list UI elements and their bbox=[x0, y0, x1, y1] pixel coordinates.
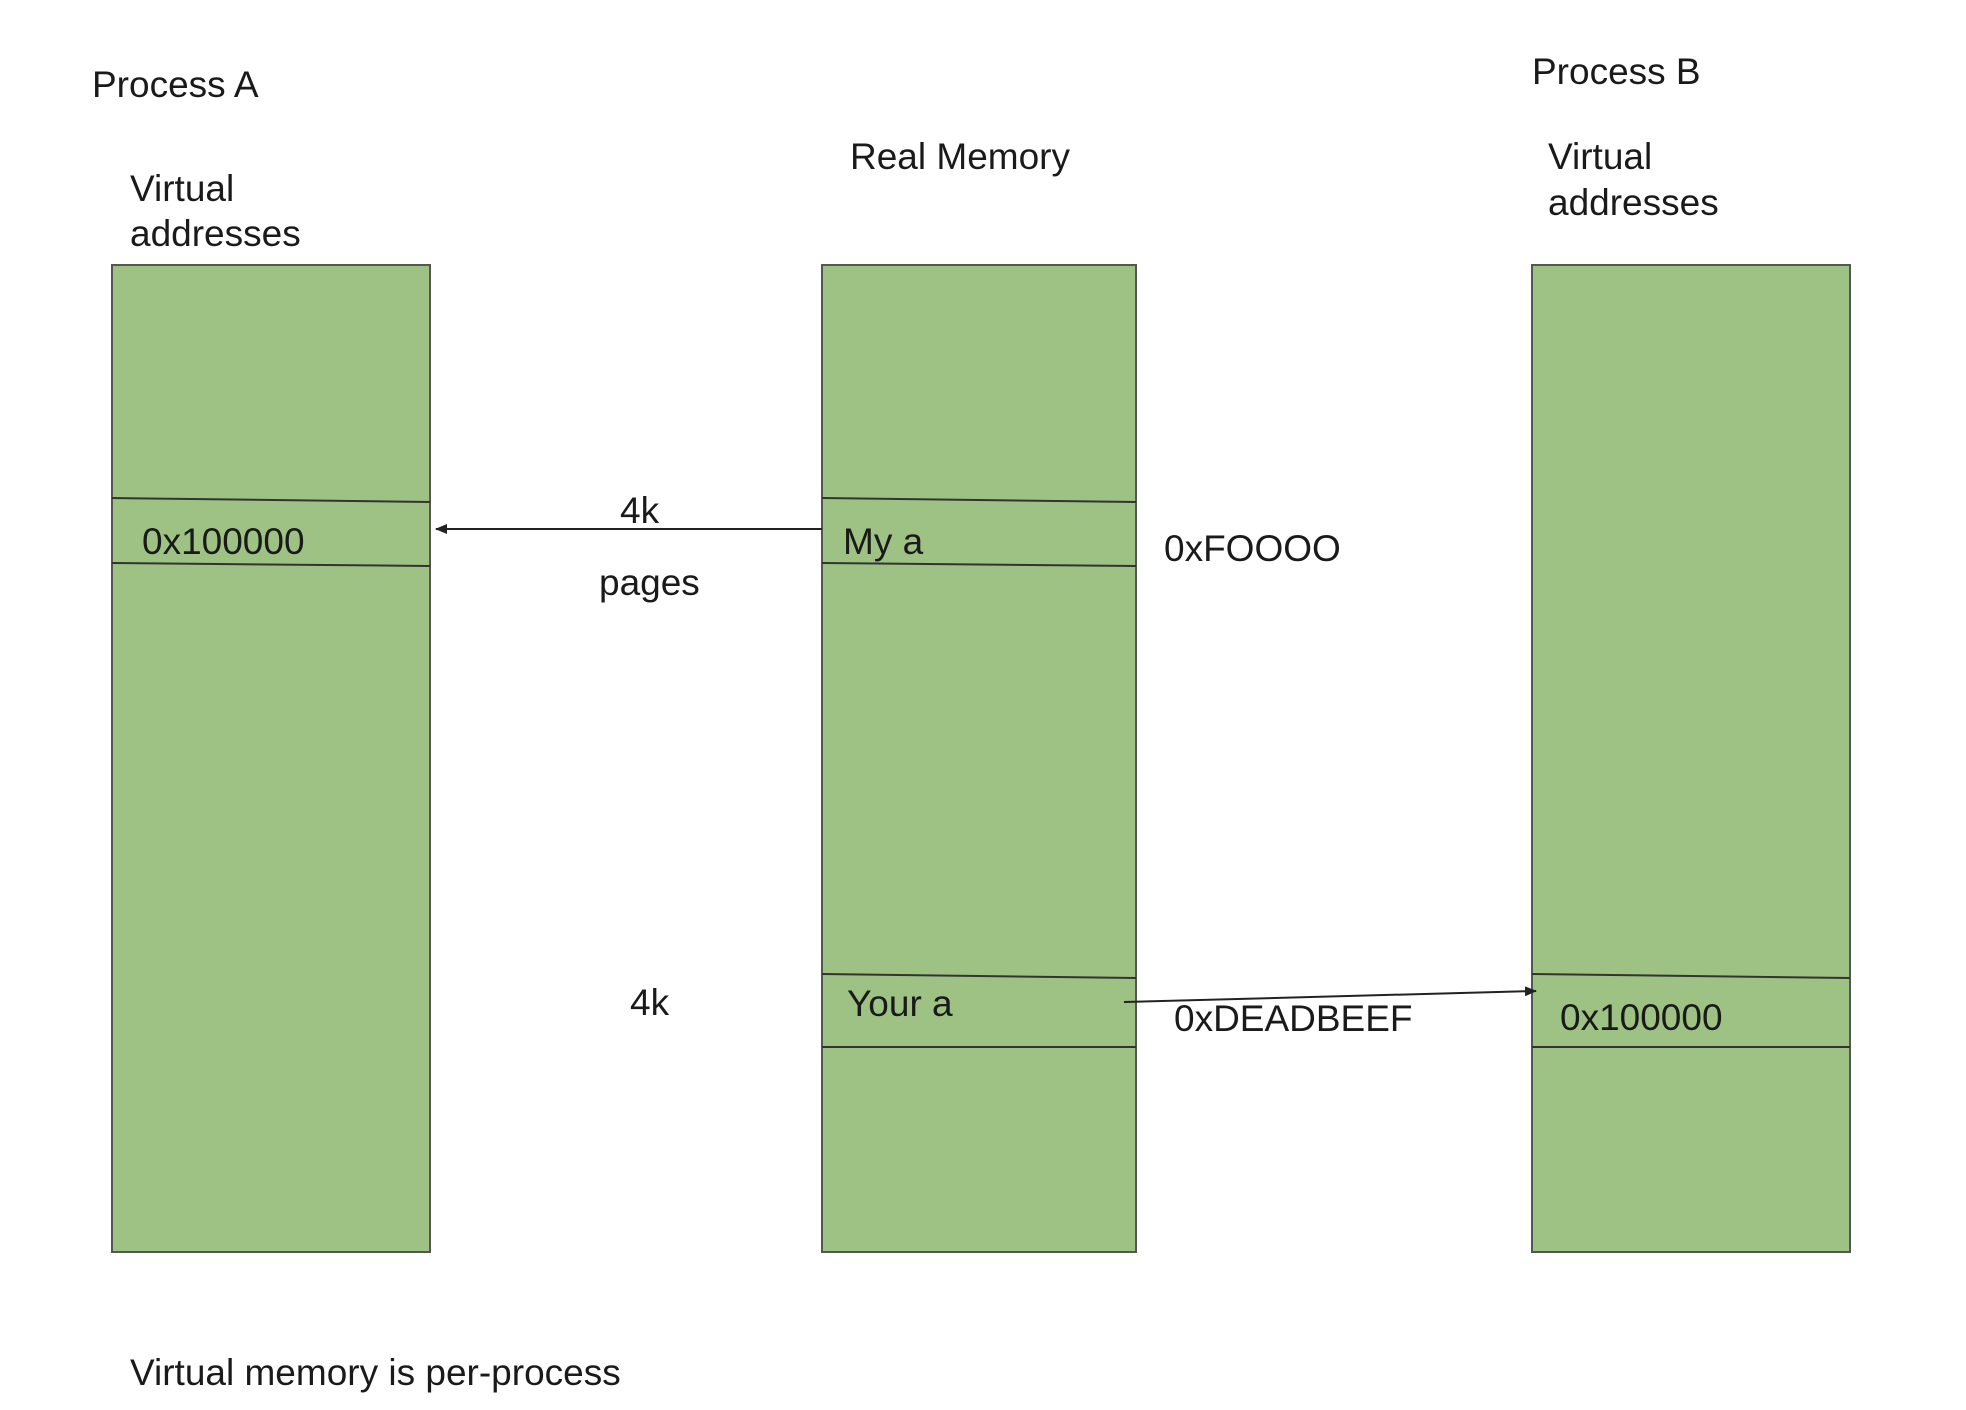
real-memory-page-2-top-line bbox=[821, 973, 1137, 979]
real-memory-page-1-bottom-line bbox=[821, 562, 1137, 567]
process-b-virtual-memory-block bbox=[1531, 264, 1851, 1253]
real-memory-title: Real Memory bbox=[850, 136, 1070, 177]
arrow-your-a-to-process-b bbox=[1123, 986, 1537, 1003]
page-unit-label: pages bbox=[599, 562, 700, 603]
real-memory-page-2-label: Your a bbox=[847, 983, 953, 1024]
footer-caption: Virtual memory is per-process bbox=[130, 1352, 621, 1393]
process-a-virtual-memory-block bbox=[111, 264, 431, 1253]
page-size-bottom-label: 4k bbox=[630, 982, 670, 1023]
real-memory-page-1-top-line bbox=[821, 497, 1137, 503]
process-a-virtual-label-line1: Virtual bbox=[130, 168, 235, 209]
process-a-virtual-label-line2: addresses bbox=[130, 213, 301, 254]
real-memory-page-2-address: 0xDEADBEEF bbox=[1174, 998, 1413, 1039]
real-memory-block bbox=[821, 264, 1137, 1253]
process-b-title: Process B bbox=[1532, 51, 1701, 92]
process-a-page-bottom-line bbox=[111, 562, 431, 567]
real-memory-page-1-label: My a bbox=[843, 521, 924, 562]
process-b-virtual-label-line1: Virtual bbox=[1548, 136, 1653, 177]
process-a-page-address: 0x100000 bbox=[142, 521, 305, 562]
process-b-virtual-label-line2: addresses bbox=[1548, 182, 1719, 223]
process-a-title: Process A bbox=[92, 64, 259, 105]
process-b-page-address: 0x100000 bbox=[1560, 997, 1723, 1038]
real-memory-page-1-address: 0xFOOOO bbox=[1164, 528, 1341, 569]
process-a-page-top-line bbox=[111, 497, 431, 503]
process-b-page-top-line bbox=[1531, 973, 1851, 979]
page-size-top-label: 4k bbox=[620, 490, 660, 531]
